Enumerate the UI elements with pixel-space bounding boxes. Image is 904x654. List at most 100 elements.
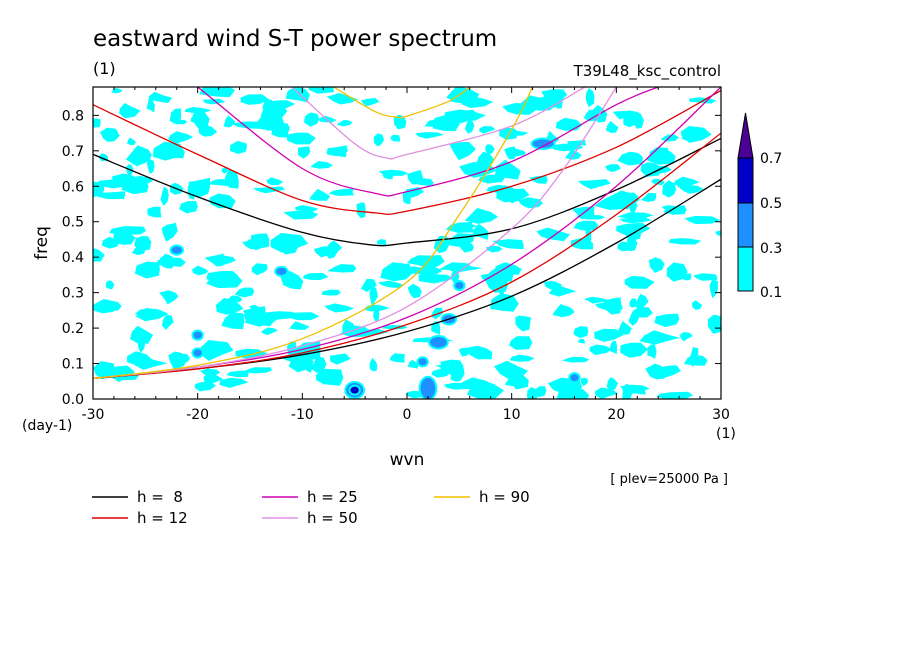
contour-patch xyxy=(313,245,338,258)
contour-patch xyxy=(199,340,234,361)
contour-patch xyxy=(624,276,655,289)
contour-patch xyxy=(407,359,419,369)
contour-patch xyxy=(647,344,657,359)
contour-patch xyxy=(633,306,653,318)
contour-patch xyxy=(626,237,638,252)
x-tick-label: -20 xyxy=(186,407,209,423)
contour-patch xyxy=(223,115,236,128)
contour-patch xyxy=(549,143,584,152)
contour-patch xyxy=(93,248,105,262)
contour-patch xyxy=(260,102,288,123)
contour-patch xyxy=(478,126,496,134)
legend-label: h = 8 xyxy=(137,488,183,506)
contour-patch xyxy=(212,253,226,267)
contour-patch xyxy=(464,119,475,134)
contour-patch xyxy=(303,272,329,280)
contour-patch xyxy=(478,174,505,184)
colorbar-label: 0.1 xyxy=(760,285,782,301)
contour-patch xyxy=(648,257,665,273)
contour-patch xyxy=(490,293,519,312)
contour-patch-peak xyxy=(193,331,202,339)
x-tick-label: 20 xyxy=(607,407,625,423)
y-tick-label: 0.0 xyxy=(62,392,84,408)
y-axis-label: freq xyxy=(32,226,52,260)
contour-patch-peak xyxy=(570,374,579,382)
contour-patch xyxy=(327,264,357,273)
contour-patch xyxy=(168,351,188,370)
contour-patch-peak xyxy=(193,349,202,357)
dispersion-curve xyxy=(93,87,534,380)
contour-patch xyxy=(377,280,403,289)
contour-patch xyxy=(629,196,638,214)
contour-patch xyxy=(654,313,680,328)
contour-patch xyxy=(146,159,155,174)
contour-patch xyxy=(199,87,236,98)
contour-patch xyxy=(485,277,509,293)
contour-patch xyxy=(459,162,497,178)
colorbar-band xyxy=(737,157,754,204)
contour-patch xyxy=(226,295,243,303)
contour-patch xyxy=(152,141,181,161)
contour-patch xyxy=(93,118,101,128)
contour-patch xyxy=(577,338,585,344)
contour-patch xyxy=(219,377,249,388)
contour-patch xyxy=(286,132,316,145)
contour-patch xyxy=(418,274,456,284)
dispersion-curve xyxy=(197,87,659,197)
contour-patch xyxy=(208,179,234,187)
contour-patch xyxy=(221,312,245,330)
dispersion-curve xyxy=(93,137,721,247)
contour-patch xyxy=(668,238,702,245)
y-tick-label: 0.2 xyxy=(62,321,84,337)
contour-patch xyxy=(127,137,136,145)
contour-patch xyxy=(93,303,115,314)
contour-patch xyxy=(221,167,228,174)
contour-patch xyxy=(623,385,646,395)
contour-patch xyxy=(328,188,355,196)
contour-patch xyxy=(415,132,444,139)
contour-patch xyxy=(715,230,721,236)
contour-patch xyxy=(466,381,504,399)
y-tick-label: 0.3 xyxy=(62,286,84,302)
contour-patch xyxy=(111,87,123,94)
contour-patch xyxy=(126,164,134,177)
contour-patch xyxy=(640,162,662,177)
contour-patch xyxy=(198,123,218,137)
contour-patch xyxy=(707,314,721,334)
contour-patch-peak xyxy=(430,336,447,348)
contour-patch xyxy=(184,107,212,113)
contour-patch xyxy=(242,367,272,374)
contour-layer xyxy=(93,87,721,399)
contour-patch xyxy=(369,285,378,307)
contour-patch xyxy=(261,311,302,320)
contour-patch xyxy=(402,190,411,205)
contour-patch xyxy=(240,94,270,105)
y-tick-label: 0.5 xyxy=(62,215,84,231)
contour-patch xyxy=(209,193,236,209)
contour-patch-peak xyxy=(420,377,436,399)
contour-patch xyxy=(369,357,378,372)
dispersion-curve xyxy=(93,89,721,215)
contour-patch xyxy=(230,140,247,154)
contour-patch xyxy=(310,160,333,169)
contour-patch xyxy=(161,222,178,242)
contour-patch xyxy=(693,273,718,281)
contour-patch xyxy=(509,354,535,362)
contour-patch xyxy=(461,97,494,108)
x-tick-label: -30 xyxy=(82,407,105,423)
contour-patch xyxy=(640,192,657,202)
plev-annotation: [ plev=25000 Pa ] xyxy=(610,472,728,487)
contour-patch xyxy=(326,93,358,105)
contour-patch xyxy=(680,126,712,143)
contour-patch xyxy=(382,172,393,180)
contour-patch xyxy=(585,88,595,108)
contour-patch xyxy=(130,325,154,344)
contour-patch xyxy=(476,151,494,165)
contour-patch xyxy=(492,239,524,250)
x-tick-label: 30 xyxy=(712,407,730,423)
contour-patch xyxy=(310,355,327,373)
y-tick-label: 0.7 xyxy=(62,144,84,160)
legend: h = 8 h = 12 h = 25 h = 50 h = 90 xyxy=(92,488,530,527)
contour-patch xyxy=(605,164,621,172)
